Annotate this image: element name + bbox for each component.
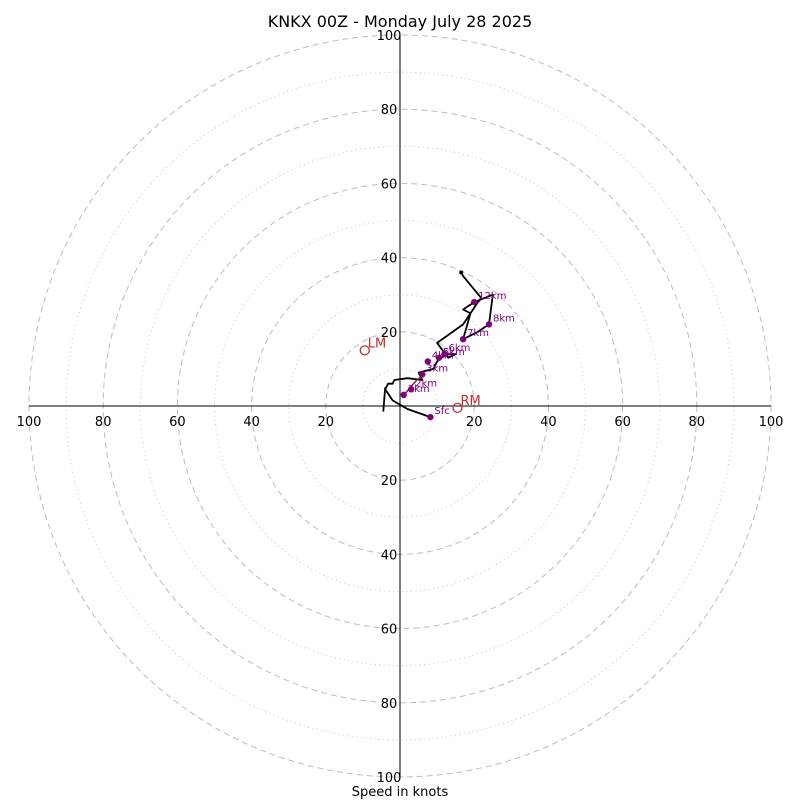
axes: [29, 35, 771, 777]
x-tick-label: 40: [540, 415, 557, 430]
x-tick-label: 100: [17, 415, 42, 430]
height-marker: [441, 350, 448, 358]
height-points: Sfc1km2km3km4km5km6km7km8km12km: [400, 291, 515, 421]
height-label: 8km: [493, 313, 515, 324]
x-tick-label: 60: [614, 415, 631, 430]
height-marker: [400, 391, 407, 399]
x-tick-label: 80: [95, 415, 112, 430]
x-tick-label: 20: [318, 415, 335, 430]
height-marker: [435, 354, 443, 361]
height-marker: [471, 298, 478, 306]
height-label: Sfc: [434, 406, 449, 417]
y-tick-label: 80: [381, 103, 398, 118]
storm-motion-markers: RM LM: [359, 336, 481, 414]
height-label: 2km: [415, 378, 437, 389]
x-tick-label: 20: [466, 415, 483, 430]
y-tick-label: 20: [381, 326, 398, 341]
x-tick-label: 60: [169, 415, 186, 430]
x-tick-label: 80: [689, 415, 706, 430]
chart-title: KNKX 00Z - Monday July 28 2025: [268, 12, 533, 31]
height-marker: [459, 336, 467, 343]
storm-motion-label: LM: [368, 336, 386, 351]
y-tick-label: 20: [381, 474, 398, 489]
tick-labels: 20 40 60 80 100 20 40 60 80 100 20 40 60 80 100 20 40 60 8…: [17, 29, 784, 786]
storm-motion-label: RM: [461, 394, 481, 409]
x-tick-label: 100: [759, 415, 784, 430]
hodograph-tail-line: [382, 387, 387, 412]
x-axis-label: Speed in knots: [352, 785, 449, 800]
height-label: 3km: [426, 363, 448, 374]
height-marker: [424, 358, 432, 365]
height-marker: [427, 413, 434, 421]
height-label: 12km: [478, 291, 506, 302]
y-tick-label: 80: [381, 697, 398, 712]
height-label: 1km: [408, 384, 430, 395]
x-tick-label: 40: [243, 415, 260, 430]
height-label: 6km: [449, 343, 471, 354]
hodograph-line: [384, 271, 494, 418]
height-marker: [407, 386, 415, 393]
height-label: 7km: [467, 328, 489, 339]
storm-motion-marker: [452, 402, 463, 414]
height-label: 5km: [443, 347, 465, 358]
y-tick-label: 40: [381, 548, 398, 563]
y-tick-label: 60: [381, 623, 398, 638]
height-marker: [485, 321, 493, 328]
y-tick-label: 40: [381, 252, 398, 267]
storm-motion-marker: [359, 345, 370, 356]
y-tick-label: 100: [377, 29, 402, 44]
y-tick-label: 60: [381, 177, 398, 192]
height-marker: [419, 371, 426, 378]
y-tick-label: 100: [377, 771, 402, 786]
trace-end-point: [459, 270, 464, 275]
